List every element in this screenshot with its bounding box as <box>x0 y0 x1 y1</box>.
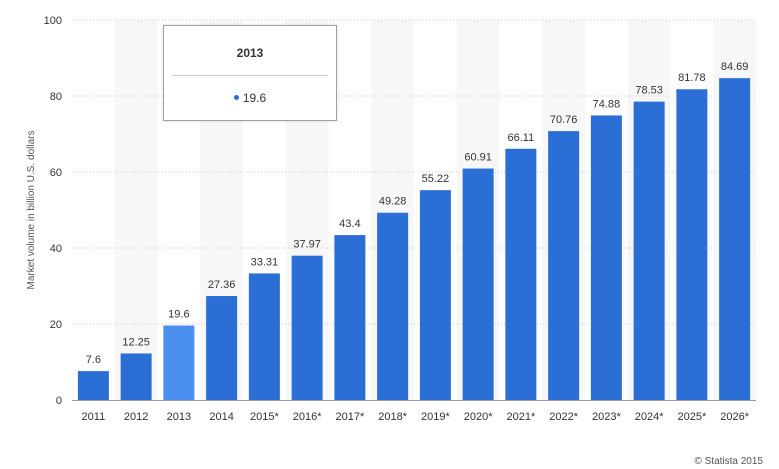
x-tick-label: 2014 <box>209 411 233 423</box>
y-tick-label: 40 <box>50 243 62 255</box>
column-band <box>114 20 158 400</box>
x-axis: 2011 2012 2013 2014 2015* 2016* 2017* 2018* 2019… <box>72 400 756 423</box>
tooltip-value: 19.6 <box>242 91 267 105</box>
bar-2016[interactable] <box>291 255 323 400</box>
data-label: 84.69 <box>721 61 749 73</box>
x-tick-label: 2020* <box>464 411 493 423</box>
y-tick-label: 80 <box>50 91 62 103</box>
x-tick-label: 2016* <box>293 411 322 423</box>
bar-2017[interactable] <box>334 235 366 400</box>
data-label: 60.91 <box>464 152 492 164</box>
x-tick-label: 2022* <box>549 411 578 423</box>
tooltip-title: 2013 <box>236 46 264 60</box>
x-tick-label: 2019* <box>421 411 450 423</box>
data-label: 78.53 <box>635 85 663 97</box>
bar-2022[interactable] <box>548 131 580 400</box>
tooltip-row: 19.6 <box>164 91 336 105</box>
y-tick-label: 60 <box>50 167 62 179</box>
data-label: 37.97 <box>293 239 321 251</box>
data-label: 81.78 <box>678 72 706 84</box>
x-tick-label: 2017* <box>335 411 364 423</box>
tooltip-dot-icon <box>233 95 239 101</box>
bar-2023[interactable] <box>590 115 622 401</box>
bar-2013[interactable] <box>163 325 195 400</box>
data-label: 55.22 <box>422 173 450 185</box>
x-tick-label: 2018* <box>378 411 407 423</box>
x-tick-label: 2015* <box>250 411 279 423</box>
bar-2025[interactable] <box>676 89 708 401</box>
bar-2020[interactable] <box>462 168 494 400</box>
y-axis: 0 20 40 60 80 100 <box>44 15 62 407</box>
data-label: 27.36 <box>208 279 236 291</box>
bar-2026[interactable] <box>719 78 751 400</box>
tooltip-divider <box>172 75 328 76</box>
data-label: 70.76 <box>550 114 578 126</box>
x-tick-label: 2026* <box>720 411 749 423</box>
data-label: 12.25 <box>122 336 150 348</box>
x-tick-label: 2021* <box>506 411 535 423</box>
data-label: 19.6 <box>168 309 189 321</box>
x-tick-label: 2024* <box>635 411 664 423</box>
data-label: 74.88 <box>593 98 621 110</box>
data-label: 49.28 <box>379 196 407 208</box>
bar-2018[interactable] <box>377 212 409 400</box>
data-label: 33.31 <box>251 256 279 268</box>
bar-2014[interactable] <box>206 296 238 400</box>
data-labels: 7.6 12.25 19.6 27.36 33.31 37.97 43.4 49.28 55.2… <box>86 61 749 366</box>
y-tick-label: 20 <box>50 319 62 331</box>
bar-2012[interactable] <box>120 353 152 400</box>
y-tick-label: 0 <box>56 395 62 407</box>
y-tick-label: 100 <box>44 15 62 27</box>
bar-2019[interactable] <box>419 190 451 400</box>
x-tick-label: 2011 <box>82 411 106 423</box>
bar-2011[interactable] <box>77 371 109 400</box>
y-axis-title: Market volume in billion U.S. dollars <box>26 131 37 290</box>
bar-2015[interactable] <box>248 273 280 400</box>
x-tick-label: 2025* <box>677 411 706 423</box>
tooltip: 2013 19.6 <box>163 25 337 121</box>
x-tick-label: 2013 <box>167 411 191 423</box>
x-tick-label: 2012 <box>124 411 148 423</box>
credit-text: © Statista 2015 <box>694 456 763 467</box>
bar-2021[interactable] <box>505 148 537 400</box>
bar-2024[interactable] <box>633 101 665 400</box>
data-label: 66.11 <box>508 132 535 144</box>
data-label: 7.6 <box>86 354 101 366</box>
data-label: 43.4 <box>339 218 360 230</box>
x-tick-label: 2023* <box>592 411 621 423</box>
bars <box>77 78 751 401</box>
